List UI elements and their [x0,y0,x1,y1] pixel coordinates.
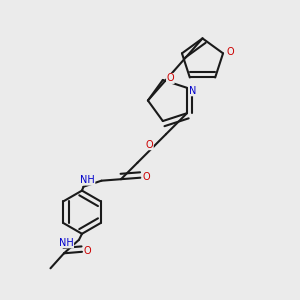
Text: O: O [167,74,174,83]
Text: O: O [84,246,91,256]
Text: NH: NH [59,238,74,248]
Text: O: O [146,140,153,150]
Text: O: O [142,172,150,182]
Text: N: N [189,86,197,96]
Text: O: O [227,47,234,57]
Text: NH: NH [80,175,95,185]
